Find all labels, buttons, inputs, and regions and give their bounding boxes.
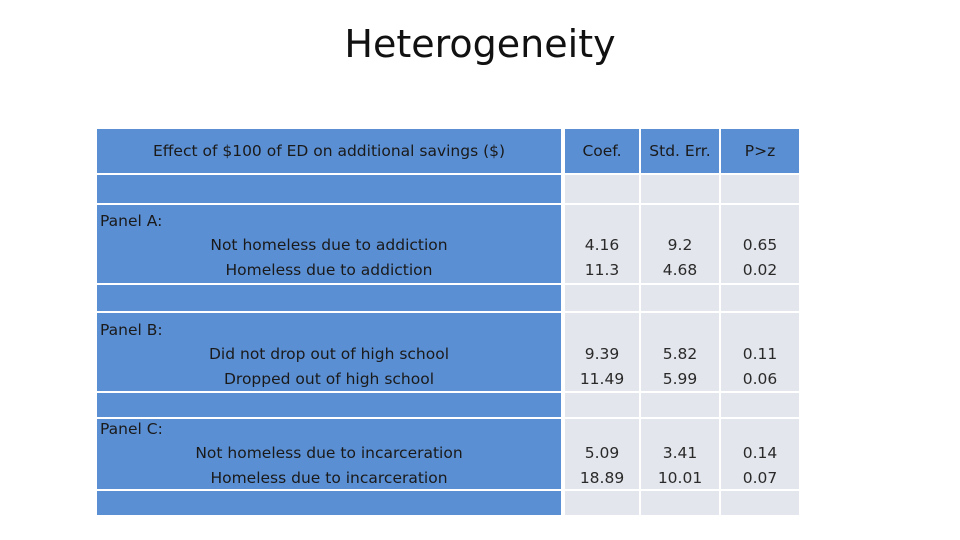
coef-value: 5.09: [584, 444, 620, 462]
header-std-err: Std. Err.: [649, 142, 711, 160]
panel-a-label: Panel A:: [100, 212, 163, 230]
row-label: Not homeless due to incarceration: [195, 444, 463, 462]
row-label: Homeless due to incarceration: [210, 469, 448, 487]
spacer-cell: [640, 392, 720, 418]
spacer-cell: [96, 174, 562, 204]
row-label: Homeless due to addiction: [225, 261, 433, 279]
coef-value: 11.49: [579, 370, 625, 388]
coef-value: 11.3: [584, 261, 620, 279]
panel-a-p-cell: [720, 204, 800, 284]
header-p-cell: [720, 128, 800, 174]
se-value: 4.68: [662, 261, 698, 279]
header-se-cell: [640, 128, 720, 174]
panel-c-label: Panel C:: [100, 420, 163, 438]
panel-c-coef-cell: [564, 418, 640, 490]
header-p-value: P>z: [744, 142, 776, 160]
panel-b-coef-cell: [564, 312, 640, 392]
header-label-cell: [96, 128, 562, 174]
header-coef: Coef.: [582, 142, 622, 160]
spacer-cell: [720, 490, 800, 516]
p-value: 0.02: [742, 261, 778, 279]
spacer-cell: [640, 490, 720, 516]
coef-value: 9.39: [584, 345, 620, 363]
spacer-cell: [564, 392, 640, 418]
panel-c-label-cell: [96, 418, 562, 490]
panel-b-label-cell: [96, 312, 562, 392]
spacer-cell: [720, 174, 800, 204]
panel-c-p-cell: [720, 418, 800, 490]
row-label: Did not drop out of high school: [208, 345, 450, 363]
se-value: 9.2: [667, 236, 693, 254]
spacer-cell: [720, 392, 800, 418]
row-label: Not homeless due to addiction: [210, 236, 448, 254]
row-label: Dropped out of high school: [223, 370, 435, 388]
panel-c-se-cell: [640, 418, 720, 490]
p-value: 0.65: [742, 236, 778, 254]
spacer-cell: [96, 490, 562, 516]
se-value: 10.01: [657, 469, 703, 487]
spacer-cell: [720, 284, 800, 312]
coef-value: 4.16: [584, 236, 620, 254]
slide-title: Heterogeneity: [344, 22, 616, 66]
spacer-cell: [564, 284, 640, 312]
header-label: Effect of $100 of ED on additional savin…: [152, 142, 506, 160]
se-value: 5.99: [662, 370, 698, 388]
se-value: 3.41: [662, 444, 698, 462]
panel-b-p-cell: [720, 312, 800, 392]
spacer-cell: [640, 174, 720, 204]
spacer-cell: [564, 490, 640, 516]
panel-a-label-cell: [96, 204, 562, 284]
p-value: 0.06: [742, 370, 778, 388]
panel-a-se-cell: [640, 204, 720, 284]
p-value: 0.11: [742, 345, 778, 363]
panel-a-coef-cell: [564, 204, 640, 284]
panel-b-se-cell: [640, 312, 720, 392]
spacer-cell: [96, 284, 562, 312]
se-value: 5.82: [662, 345, 698, 363]
coef-value: 18.89: [579, 469, 625, 487]
panel-b-label: Panel B:: [100, 321, 163, 339]
p-value: 0.14: [742, 444, 778, 462]
spacer-cell: [640, 284, 720, 312]
header-coef-cell: [564, 128, 640, 174]
spacer-cell: [96, 392, 562, 418]
p-value: 0.07: [742, 469, 778, 487]
spacer-cell: [564, 174, 640, 204]
